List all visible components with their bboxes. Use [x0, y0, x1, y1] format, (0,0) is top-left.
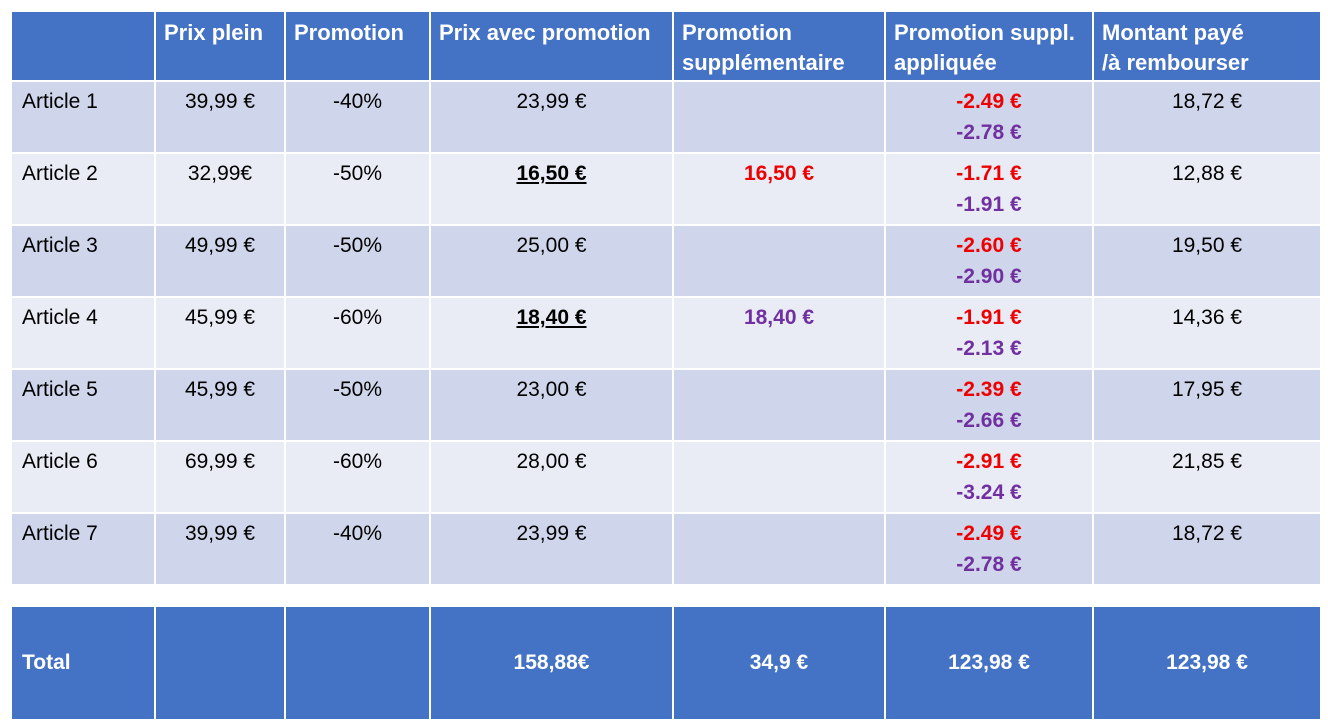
total-row: Total 158,88€ 34,9 € 123,98 € 123,98 € [10, 605, 1322, 721]
header-prix-avec-promotion: Prix avec promotion [429, 10, 674, 82]
applied-cell: -2.39 € -2.66 € [884, 368, 1094, 442]
prix-promo-highlighted: 16,50 € [516, 162, 587, 185]
table-row: Article 5 45,99 € -50% 23,00 € -2.39 € -… [10, 368, 1322, 442]
prix-promo-cell: 25,00 € [429, 224, 674, 298]
montant-cell: 19,50 € [1092, 224, 1322, 298]
promo-supp-cell [672, 440, 886, 514]
header-prix-plein: Prix plein [154, 10, 286, 82]
promotion-cell: -50% [284, 368, 431, 442]
header-promotion: Promotion [284, 10, 431, 82]
total-promo-supp: 34,9 € [672, 605, 886, 721]
article-name: Article 4 [10, 296, 156, 370]
applied-purple-value: -3.24 € [956, 481, 1022, 504]
montant-cell: 12,88 € [1092, 152, 1322, 226]
promo-supp-cell [672, 368, 886, 442]
montant-cell: 17,95 € [1092, 368, 1322, 442]
applied-red-value: -2.39 € [956, 378, 1022, 401]
prix-promo-highlighted: 18,40 € [516, 306, 587, 329]
promotion-cell: -40% [284, 512, 431, 586]
prix-plein-cell: 39,99 € [154, 512, 286, 586]
promotion-cell: -60% [284, 296, 431, 370]
header-promotion-supplementaire-line1: Promotion [682, 20, 792, 45]
article-name: Article 5 [10, 368, 156, 442]
header-promotion-appliquee: Promotion suppl. appliquée [884, 10, 1094, 82]
applied-purple-value: -2.78 € [956, 121, 1022, 144]
header-montant-line1: Montant payé [1102, 20, 1244, 45]
pricing-table: Prix plein Promotion Prix avec promotion… [10, 10, 1322, 586]
prix-promo-cell: 23,99 € [429, 512, 674, 586]
header-promotion-appliquee-line2: appliquée [894, 50, 997, 75]
article-name: Article 6 [10, 440, 156, 514]
total-montant: 123,98 € [1092, 605, 1322, 721]
header-row: Prix plein Promotion Prix avec promotion… [10, 10, 1322, 82]
promo-supp-cell: 18,40 € [672, 296, 886, 370]
applied-cell: -2.49 € -2.78 € [884, 512, 1094, 586]
prix-promo-cell: 28,00 € [429, 440, 674, 514]
promotion-cell: -50% [284, 224, 431, 298]
applied-purple-value: -2.90 € [956, 265, 1022, 288]
prix-plein-cell: 39,99 € [154, 80, 286, 154]
prix-promo-cell: 23,00 € [429, 368, 674, 442]
header-promotion-appliquee-line1: Promotion suppl. [894, 20, 1075, 45]
montant-cell: 18,72 € [1092, 80, 1322, 154]
header-promotion-supplementaire: Promotion supplémentaire [672, 10, 886, 82]
table-row: Article 7 39,99 € -40% 23,99 € -2.49 € -… [10, 512, 1322, 586]
prix-plein-cell: 45,99 € [154, 368, 286, 442]
applied-red-value: -1.71 € [956, 162, 1022, 185]
applied-red-value: -1.91 € [956, 306, 1022, 329]
promo-supp-cell: 16,50 € [672, 152, 886, 226]
prix-plein-cell: 69,99 € [154, 440, 286, 514]
promo-supp-value: 18,40 € [743, 306, 815, 329]
promo-supp-cell [672, 80, 886, 154]
header-montant: Montant payé /à rembourser [1092, 10, 1322, 82]
total-applied: 123,98 € [884, 605, 1094, 721]
prix-promo-cell: 18,40 € [429, 296, 674, 370]
prix-promo-cell: 16,50 € [429, 152, 674, 226]
montant-cell: 18,72 € [1092, 512, 1322, 586]
table-row: Article 4 45,99 € -60% 18,40 € 18,40 € -… [10, 296, 1322, 370]
total-label: Total [10, 605, 156, 721]
total-prix-plein [154, 605, 286, 721]
promotion-cell: -50% [284, 152, 431, 226]
promo-supp-cell [672, 224, 886, 298]
header-montant-line2: /à rembourser [1102, 50, 1249, 75]
applied-cell: -1.71 € -1.91 € [884, 152, 1094, 226]
montant-cell: 14,36 € [1092, 296, 1322, 370]
total-promotion [284, 605, 431, 721]
prix-promo-cell: 23,99 € [429, 80, 674, 154]
applied-red-value: -2.49 € [956, 90, 1022, 113]
applied-cell: -1.91 € -2.13 € [884, 296, 1094, 370]
table-row: Article 6 69,99 € -60% 28,00 € -2.91 € -… [10, 440, 1322, 514]
applied-purple-value: -2.78 € [956, 553, 1022, 576]
promo-supp-value: 16,50 € [743, 162, 815, 185]
total-prix-promo: 158,88€ [429, 605, 674, 721]
promotion-cell: -40% [284, 80, 431, 154]
header-promotion-supplementaire-line2: supplémentaire [682, 50, 845, 75]
applied-purple-value: -1.91 € [956, 193, 1022, 216]
prix-plein-cell: 45,99 € [154, 296, 286, 370]
applied-red-value: -2.60 € [956, 234, 1022, 257]
applied-purple-value: -2.66 € [956, 409, 1022, 432]
header-empty [10, 10, 156, 82]
applied-cell: -2.60 € -2.90 € [884, 224, 1094, 298]
promotion-cell: -60% [284, 440, 431, 514]
applied-red-value: -2.91 € [956, 450, 1022, 473]
applied-purple-value: -2.13 € [956, 337, 1022, 360]
prix-plein-cell: 32,99€ [154, 152, 286, 226]
article-name: Article 7 [10, 512, 156, 586]
article-name: Article 2 [10, 152, 156, 226]
prix-plein-cell: 49,99 € [154, 224, 286, 298]
article-name: Article 3 [10, 224, 156, 298]
article-name: Article 1 [10, 80, 156, 154]
promo-supp-cell [672, 512, 886, 586]
montant-cell: 21,85 € [1092, 440, 1322, 514]
table-row: Article 2 32,99€ -50% 16,50 € 16,50 € -1… [10, 152, 1322, 226]
table-row: Article 3 49,99 € -50% 25,00 € -2.60 € -… [10, 224, 1322, 298]
applied-cell: -2.49 € -2.78 € [884, 80, 1094, 154]
applied-cell: -2.91 € -3.24 € [884, 440, 1094, 514]
applied-red-value: -2.49 € [956, 522, 1022, 545]
table-row: Article 1 39,99 € -40% 23,99 € -2.49 € -… [10, 80, 1322, 154]
total-table: Total 158,88€ 34,9 € 123,98 € 123,98 € [10, 605, 1322, 721]
